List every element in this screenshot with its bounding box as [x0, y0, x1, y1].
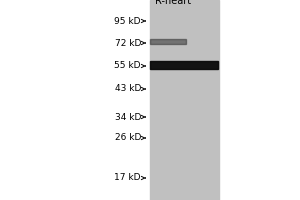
Bar [150, 0, 219, 200]
Text: 95 kD: 95 kD [115, 17, 141, 25]
Text: 55 kD: 55 kD [115, 62, 141, 71]
Bar [150, 61, 218, 69]
Text: 34 kD: 34 kD [115, 112, 141, 121]
Text: 72 kD: 72 kD [115, 38, 141, 47]
Text: 26 kD: 26 kD [115, 134, 141, 142]
Bar [150, 39, 186, 44]
Text: R-heart: R-heart [154, 0, 190, 6]
Text: 17 kD: 17 kD [115, 173, 141, 182]
Text: 43 kD: 43 kD [115, 84, 141, 93]
